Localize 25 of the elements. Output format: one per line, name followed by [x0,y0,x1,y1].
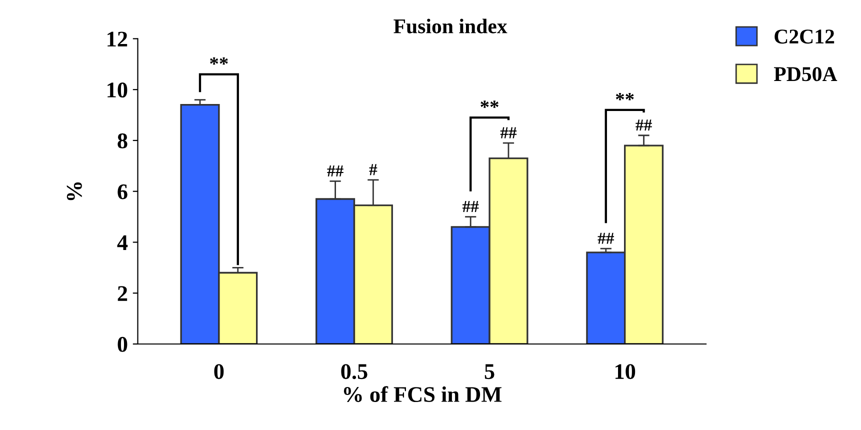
chart-title: Fusion index [394,18,508,34]
annotation: ## [500,127,517,138]
legend-label: C2C12 [774,30,834,44]
y-tick-label: 2 [118,286,128,301]
y-axis-title: % [66,182,82,200]
x-axis-title: % of FCS in DM [344,386,502,402]
annotation: ** [616,92,634,100]
y-tick-label: 10 [108,82,128,98]
y-tick-label: 4 [117,235,128,250]
y-tick-label: 8 [118,133,128,148]
y-tick-label: 0 [118,336,128,352]
legend-label: PD50A [774,67,838,82]
annotation: # [369,164,378,176]
annotation: ## [598,232,614,244]
y-tick-label: 6 [118,184,128,200]
annotation: ## [636,120,652,131]
annotation: ** [210,57,228,65]
y-tick-label: 12 [108,32,128,46]
annotation: ## [462,201,479,212]
annotation: ## [327,165,344,176]
x-tick-label: 5 [484,364,494,380]
x-tick-label: 0 [214,364,224,380]
annotation: ** [480,100,498,108]
x-tick-label: 0.5 [341,364,368,380]
x-tick-label: 10 [616,364,636,380]
